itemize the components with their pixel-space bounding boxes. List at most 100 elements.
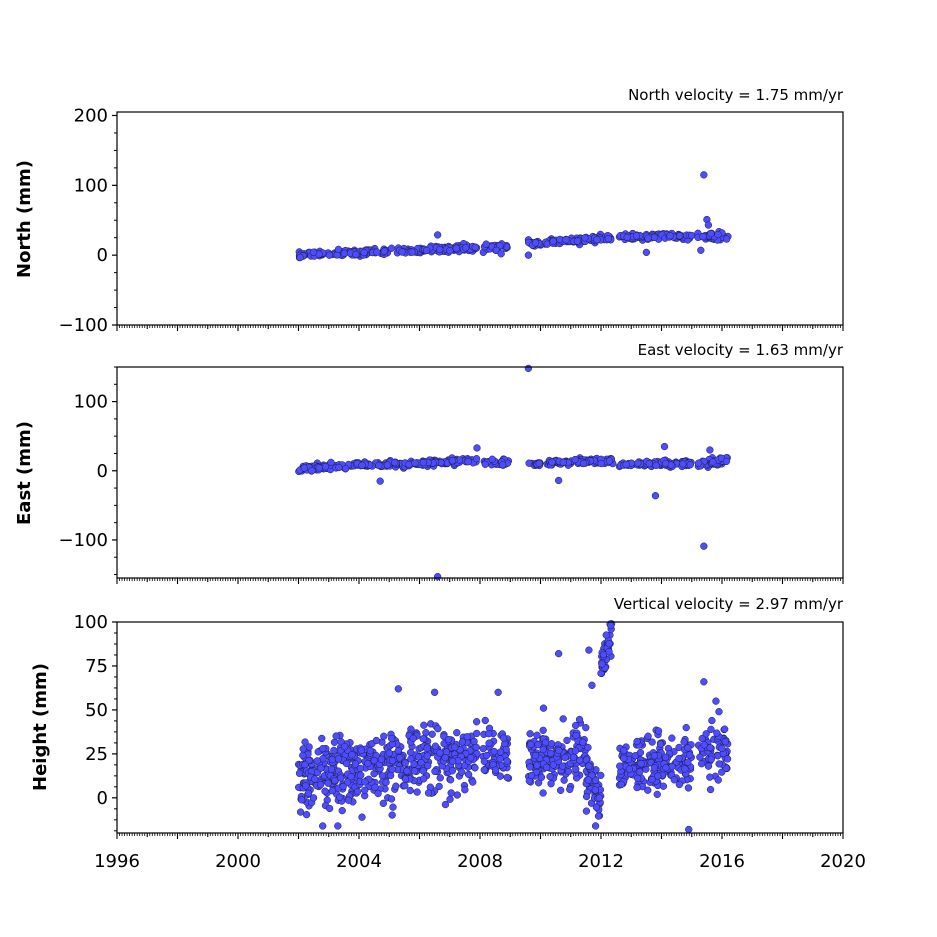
height-data-point: [410, 760, 418, 768]
height-data-point: [392, 782, 400, 790]
height-data-point: [584, 743, 592, 752]
east-data-point: [571, 455, 579, 464]
height-data-point: [715, 708, 723, 716]
height-data-point: [370, 756, 378, 765]
height-data-point: [480, 766, 488, 774]
height-data-point: [700, 678, 708, 686]
north-data-point: [373, 248, 381, 256]
height-data-point: [533, 761, 541, 769]
height-data-point: [592, 803, 601, 811]
north-y-tick-label: 0: [97, 245, 108, 266]
height-data-point: [576, 756, 584, 764]
north-data-point: [497, 250, 505, 258]
height-data-point: [379, 799, 387, 807]
height-data-point: [473, 729, 481, 738]
height-data-point: [304, 789, 313, 797]
height-data-point: [436, 749, 444, 757]
north-data-point: [408, 248, 416, 256]
north-data-point: [593, 236, 601, 244]
height-data-point: [723, 755, 732, 763]
height-data-point: [656, 740, 665, 748]
north-y-tick-label: 100: [74, 175, 108, 196]
height-data-point: [423, 744, 431, 752]
height-data-point: [584, 776, 593, 784]
height-data-point: [684, 758, 692, 766]
height-data-point: [341, 743, 349, 751]
height-data-point: [423, 752, 431, 760]
north-data-point: [573, 237, 582, 245]
height-data-point: [591, 786, 600, 794]
height-plot-frame: [116, 621, 844, 834]
height-data-point: [706, 743, 714, 752]
east-data-point: [464, 458, 472, 466]
height-data-point: [496, 772, 504, 780]
height-data-point: [434, 725, 442, 733]
height-data-point: [327, 765, 336, 773]
height-data-point: [401, 775, 410, 783]
height-data-point: [463, 733, 471, 741]
height-data-point: [555, 746, 563, 755]
height-data-point: [338, 806, 346, 815]
height-data-point: [659, 782, 668, 790]
east-data-point: [660, 442, 669, 451]
height-y-tick-label: 0: [97, 788, 108, 809]
north-data-point: [666, 232, 674, 240]
height-data-point: [325, 804, 334, 813]
height-data-point: [464, 770, 473, 779]
height-data-point: [449, 757, 457, 765]
east-data-point: [308, 467, 316, 475]
height-data-point: [555, 650, 563, 658]
height-data-point: [599, 650, 608, 659]
height-data-point: [361, 786, 369, 794]
height-data-point: [654, 727, 663, 735]
north-data-point: [650, 233, 659, 242]
east-data-point: [375, 461, 383, 470]
north-data-point: [524, 251, 533, 259]
height-data-point: [714, 776, 722, 784]
east-y-axis-label: East (mm): [14, 421, 35, 525]
height-data-point: [527, 740, 535, 749]
height-data-point: [453, 729, 461, 737]
east-data-point: [321, 463, 330, 471]
north-data-point: [360, 248, 368, 257]
east-data-point: [300, 464, 308, 472]
north-y-tick-label: −100: [59, 315, 108, 336]
north-panel: North velocity = 1.75 mm/yr North (mm) −…: [14, 86, 844, 336]
east-data-point: [559, 458, 567, 466]
height-data-point: [668, 734, 676, 742]
height-data-point: [675, 754, 683, 763]
east-x-ticks: [116, 578, 844, 584]
east-data-point: [605, 457, 614, 465]
height-y-tick-label: 25: [85, 744, 108, 765]
north-data-point: [632, 232, 641, 240]
height-data-point: [331, 776, 339, 785]
height-data-point: [409, 734, 417, 742]
height-data-point: [343, 778, 352, 786]
height-data-point: [706, 785, 715, 794]
height-data-point: [357, 771, 365, 779]
north-x-ticks: [116, 325, 844, 331]
height-data-point: [401, 759, 409, 767]
height-x-tick-label: 2016: [699, 851, 745, 872]
height-data-point: [546, 772, 554, 781]
height-data-point: [718, 744, 726, 753]
height-data-point: [721, 738, 729, 746]
height-data-point: [591, 776, 600, 784]
height-data-point: [339, 782, 347, 791]
height-data-point: [313, 757, 321, 765]
east-data-point: [645, 459, 653, 468]
north-data-point: [688, 231, 696, 240]
height-data-point: [382, 778, 390, 786]
height-data-point: [334, 822, 342, 830]
height-data-point: [547, 780, 555, 788]
height-data-point: [539, 704, 548, 712]
east-data-point: [555, 476, 563, 485]
north-data-point: [700, 171, 708, 179]
height-data-point: [334, 755, 343, 763]
height-data-point: [712, 697, 720, 705]
north-data-point: [387, 244, 396, 252]
east-points: [295, 364, 731, 581]
height-data-point: [387, 795, 396, 803]
east-data-point: [342, 464, 350, 473]
east-data-point: [488, 455, 496, 463]
